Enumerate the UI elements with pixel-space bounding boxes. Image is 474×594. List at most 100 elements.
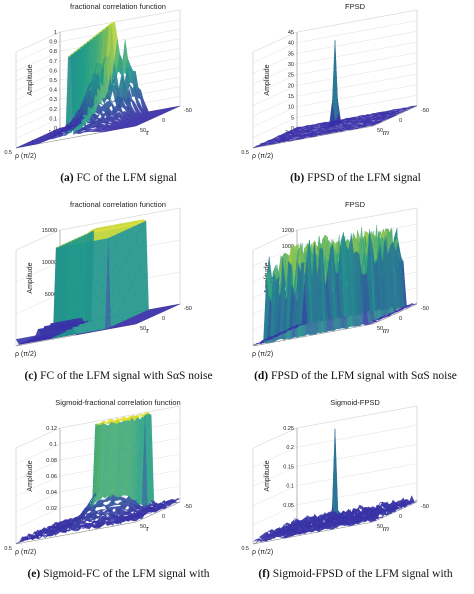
z-tick-label: 30 [288, 62, 294, 68]
figure-panel-a: fractional correlation function 0 0.1 0.2 0.… [0, 0, 237, 196]
panel-caption: (d) FPSD of the LFM signal with SαS nois… [237, 370, 474, 382]
panel-caption: (f) Sigmoid-FPSD of the LFM signal with [237, 568, 474, 580]
panel-caption: (a) FC of the LFM signal [0, 172, 237, 184]
panel-caption: (e) Sigmoid-FC of the LFM signal with [0, 568, 237, 580]
caption-text: FPSD of the LFM signal with SαS noise [268, 370, 457, 382]
figure-panel-e: Sigmoid-fractional correlation function 0… [0, 396, 237, 592]
surface-mesh [15, 219, 181, 345]
x-tick-label: 50 [140, 326, 146, 332]
z-axis-label: Amplitude [27, 460, 34, 491]
z-axis-label: Amplitude [27, 262, 34, 293]
caption-text: FC of the LFM signal with SαS noise [37, 370, 213, 382]
z-tick-label: 15 [288, 94, 294, 100]
surface-mesh [252, 428, 418, 543]
surface-plot: fractional correlation function 0 5000 1000… [15, 200, 192, 358]
z-tick-label: 0.1 [49, 442, 57, 448]
x-tick-label: 0 [162, 316, 165, 322]
z-tick-label: 0.04 [46, 490, 57, 496]
plot-title: Sigmoid-fractional correlation function [55, 398, 180, 407]
surface-plot: fractional correlation function 0 0.1 0.2 0.… [4, 2, 192, 160]
x-tick-label: -50 [184, 108, 192, 114]
z-tick-label: 0 [54, 126, 57, 132]
plot-title: FPSD [345, 200, 366, 209]
x-tick-label: -50 [184, 504, 192, 510]
z-tick-label: 0.15 [283, 464, 294, 470]
caption-text: Sigmoid-FPSD of the LFM signal with [269, 568, 453, 580]
z-tick-label: 0.25 [283, 426, 294, 432]
rho-axis-label: ρ (π/2) [252, 549, 273, 556]
plot-title: fractional correlation function [70, 2, 166, 11]
surface-mesh [252, 224, 418, 345]
rho-axis-label: ρ (π/2) [15, 351, 36, 358]
x-tick-label: 0 [399, 118, 402, 124]
figure-panel-c: fractional correlation function 0 5000 1000… [0, 198, 237, 394]
plot-title: Sigmoid-FPSD [330, 398, 380, 407]
caption-text: FC of the LFM signal [73, 172, 177, 184]
z-tick-label: 0.02 [46, 506, 57, 512]
z-tick-label: 20 [288, 83, 294, 89]
caption-letter: (a) [60, 172, 74, 184]
x-tick-label: 50 [140, 524, 146, 530]
z-tick-label: 0.6 [49, 68, 57, 74]
caption-letter: (e) [27, 568, 41, 580]
z-tick-label: 1200 [282, 228, 294, 234]
z-tick-label: 25 [288, 73, 294, 79]
caption-text: Sigmoid-FC of the LFM signal with [40, 568, 210, 580]
x-tick-label: 50 [377, 326, 383, 332]
caption-letter: (d) [254, 370, 269, 382]
x-tick-label: 50 [377, 128, 383, 134]
x-tick-label: -50 [421, 504, 429, 510]
z-tick-label: 5 [291, 115, 294, 121]
z-tick-label: 0.9 [49, 40, 57, 46]
z-axis-label: Amplitude [27, 64, 34, 95]
x-axis-label: m [383, 128, 389, 137]
z-tick-label: 0 [54, 522, 57, 528]
surface-plot: FPSD020040060080010001200Amplitude500-50… [252, 200, 429, 358]
x-axis-label: m [383, 524, 389, 533]
z-tick-label: 10 [288, 105, 294, 111]
z-tick-label: 0.2 [49, 107, 57, 113]
rho-tick-label: 0.5 [241, 546, 249, 552]
surface-plot: FPSD 0 5 10 15 20 25 30 35 40 45 Amplitude 50 0 -50 m 0.… [241, 2, 429, 160]
surface-mesh [15, 412, 181, 544]
z-tick-label: 0.7 [49, 59, 57, 65]
z-tick-label: 0.05 [283, 503, 294, 509]
rho-tick-label: 1.5 [48, 526, 56, 532]
figure-panel-b: FPSD 0 5 10 15 20 25 30 35 40 45 Amplitude 50 0 -50 m 0.… [237, 0, 474, 196]
x-tick-label: 0 [399, 316, 402, 322]
caption-letter: (b) [290, 172, 305, 184]
rho-axis-label: ρ (π/2) [15, 549, 36, 556]
x-axis-label: τ [146, 326, 150, 335]
rho-axis-label: ρ (π/2) [252, 153, 273, 160]
rho-tick-label: 0.5 [241, 150, 249, 156]
x-tick-label: -50 [421, 306, 429, 312]
z-tick-label: 0.3 [49, 97, 57, 103]
z-tick-label: 1 [54, 30, 57, 36]
caption-letter: (f) [258, 568, 270, 580]
caption-text: FPSD of the LFM signal [304, 172, 421, 184]
z-axis-label: Amplitude [264, 460, 271, 491]
surface-mesh [252, 40, 418, 148]
x-tick-label: 0 [162, 118, 165, 124]
z-tick-label: 0.06 [46, 474, 57, 480]
z-tick-label: 0.8 [49, 49, 57, 55]
plot-title: fractional correlation function [70, 200, 166, 209]
rho-axis-label: ρ (π/2) [252, 351, 273, 358]
x-tick-label: -50 [421, 108, 429, 114]
z-tick-label: 0.08 [46, 458, 57, 464]
x-tick-label: 50 [140, 128, 146, 134]
z-tick-label: 5000 [45, 292, 57, 298]
x-axis-label: τ [146, 524, 150, 533]
surface-plot: Sigmoid-FPSD 0 0.05 0.1 0.15 0.2 0.25 Amplitude… [241, 398, 429, 556]
z-tick-label: 35 [288, 51, 294, 57]
z-tick-label: 0.2 [286, 445, 294, 451]
x-tick-label: 0 [162, 514, 165, 520]
z-tick-label: 10000 [42, 260, 57, 266]
z-tick-label: 0 [291, 126, 294, 132]
z-tick-label: 0.4 [49, 88, 57, 94]
figure-panel-d: FPSD020040060080010001200Amplitude500-50… [237, 198, 474, 394]
rho-tick-label: 0.5 [4, 546, 12, 552]
z-tick-label: 0.1 [49, 116, 57, 122]
caption-letter: (c) [24, 370, 38, 382]
surface-plot: Sigmoid-fractional correlation function 0… [4, 398, 192, 556]
